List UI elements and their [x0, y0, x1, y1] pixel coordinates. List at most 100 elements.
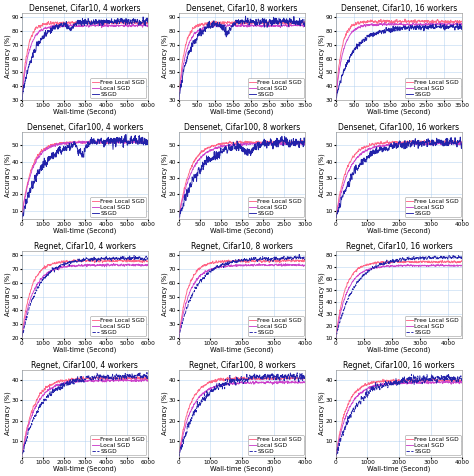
Legend: Free Local SGD, Local SGD, SSGD: Free Local SGD, Local SGD, SSGD [405, 78, 461, 98]
SSGD [249, 149, 255, 155]
Line: Free Local SGD: Free Local SGD [179, 259, 305, 338]
Y-axis label: Accuracy (%): Accuracy (%) [319, 273, 325, 317]
Free Local SGD [272, 20, 278, 26]
Local SGD [442, 379, 448, 385]
SSGD [333, 215, 338, 221]
Local SGD [176, 217, 182, 223]
X-axis label: Wall-time (Second): Wall-time (Second) [53, 347, 117, 353]
Y-axis label: Accuracy (%): Accuracy (%) [4, 35, 11, 79]
Legend: Free Local SGD, Local SGD, SSGD: Free Local SGD, Local SGD, SSGD [247, 78, 303, 98]
Free Local SGD [459, 139, 465, 145]
X-axis label: Wall-time (Second): Wall-time (Second) [53, 109, 117, 115]
Local SGD [429, 141, 435, 147]
Free Local SGD [429, 376, 435, 381]
Y-axis label: Accuracy (%): Accuracy (%) [319, 154, 325, 198]
SSGD [272, 255, 278, 260]
Legend: Free Local SGD, Local SGD, SSGD: Free Local SGD, Local SGD, SSGD [405, 435, 461, 455]
Local SGD [146, 139, 151, 145]
Free Local SGD [92, 374, 98, 380]
Free Local SGD [115, 139, 120, 145]
Local SGD [176, 98, 182, 104]
Free Local SGD [19, 217, 25, 222]
Line: SSGD: SSGD [336, 23, 462, 100]
SSGD [413, 139, 419, 145]
Local SGD [429, 262, 435, 268]
Title: Densenet, Cifar10, 16 workers: Densenet, Cifar10, 16 workers [341, 4, 457, 13]
Free Local SGD [413, 377, 419, 383]
Line: Local SGD: Local SGD [179, 142, 305, 220]
SSGD [333, 457, 338, 463]
Line: Free Local SGD: Free Local SGD [336, 140, 462, 218]
Local SGD [96, 140, 101, 146]
SSGD [92, 18, 98, 24]
Free Local SGD [333, 455, 338, 460]
Free Local SGD [268, 18, 273, 24]
Local SGD [429, 21, 435, 27]
SSGD [459, 377, 465, 382]
Free Local SGD [278, 138, 283, 143]
SSGD [140, 14, 146, 20]
Free Local SGD [341, 176, 346, 181]
Local SGD [278, 139, 284, 145]
Free Local SGD [341, 293, 346, 298]
Free Local SGD [249, 139, 255, 145]
SSGD [184, 305, 190, 311]
Free Local SGD [87, 138, 93, 143]
Free Local SGD [429, 258, 435, 264]
Free Local SGD [256, 20, 262, 25]
Line: Free Local SGD: Free Local SGD [336, 19, 462, 101]
Free Local SGD [249, 258, 255, 264]
Local SGD [459, 379, 465, 385]
Line: Local SGD: Local SGD [336, 142, 462, 219]
Local SGD [128, 378, 134, 384]
Line: Free Local SGD: Free Local SGD [22, 376, 148, 456]
Free Local SGD [410, 259, 415, 265]
SSGD [128, 140, 134, 146]
Free Local SGD [406, 377, 412, 383]
Free Local SGD [256, 258, 262, 264]
Local SGD [253, 22, 258, 28]
Title: Regnet, Cifar10, 16 workers: Regnet, Cifar10, 16 workers [346, 242, 453, 251]
Local SGD [92, 378, 98, 384]
Local SGD [115, 263, 120, 268]
Local SGD [183, 49, 189, 54]
Local SGD [183, 420, 189, 426]
Free Local SGD [19, 453, 25, 459]
Free Local SGD [92, 139, 98, 145]
Local SGD [272, 262, 278, 268]
SSGD [410, 377, 415, 383]
SSGD [146, 139, 151, 144]
Local SGD [249, 22, 255, 28]
Free Local SGD [100, 20, 105, 26]
SSGD [302, 142, 308, 148]
Title: Densenet, Cifar10, 4 workers: Densenet, Cifar10, 4 workers [29, 4, 141, 13]
Title: Regnet, Cifar100, 8 workers: Regnet, Cifar100, 8 workers [189, 361, 295, 370]
Local SGD [176, 454, 182, 459]
SSGD [92, 375, 98, 381]
Local SGD [111, 261, 117, 267]
Local SGD [183, 299, 189, 305]
Free Local SGD [100, 259, 105, 265]
Free Local SGD [183, 291, 189, 297]
Local SGD [285, 380, 291, 386]
Free Local SGD [141, 18, 147, 24]
SSGD [406, 28, 412, 33]
Free Local SGD [96, 139, 101, 145]
SSGD [96, 377, 101, 383]
Free Local SGD [333, 98, 338, 104]
Line: SSGD: SSGD [22, 256, 148, 337]
SSGD [184, 59, 190, 65]
Local SGD [100, 23, 105, 29]
Free Local SGD [442, 258, 447, 264]
SSGD [333, 98, 338, 103]
SSGD [96, 137, 101, 143]
Free Local SGD [249, 20, 255, 26]
Y-axis label: Accuracy (%): Accuracy (%) [161, 35, 168, 79]
Free Local SGD [285, 19, 291, 24]
SSGD [429, 141, 435, 147]
Local SGD [439, 139, 445, 145]
Free Local SGD [27, 416, 32, 422]
SSGD [19, 96, 25, 102]
Free Local SGD [183, 177, 189, 182]
Local SGD [27, 176, 32, 181]
